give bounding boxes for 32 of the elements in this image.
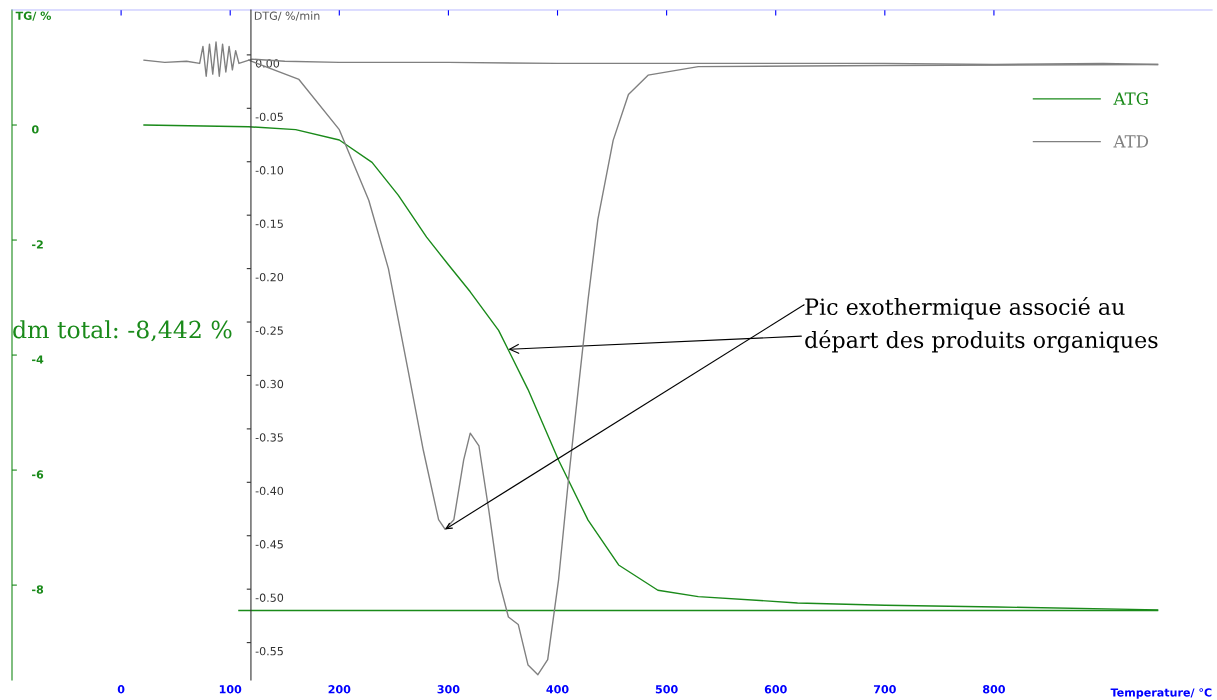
annotation: dm total: -8,442 % (13, 320, 232, 342)
y2-axis-title: DTG/ %/min (254, 11, 320, 21)
x-tick-label: 800 (983, 685, 1005, 694)
x-tick-label: 200 (328, 685, 351, 694)
y2-tick-label: -0.50 (255, 593, 284, 602)
legend-label: ATD (1113, 135, 1149, 148)
x-tick-label: 100 (219, 685, 242, 694)
x-tick-label: 300 (437, 685, 460, 694)
annotation: Pic exothermique associé au départ des produits organiques (805, 297, 1158, 353)
y2-tick-label: -0.10 (255, 166, 284, 175)
y-axis-title: TG/ % (15, 11, 52, 21)
y2-tick-label: -0.30 (255, 379, 284, 389)
x-tick-label: 700 (873, 685, 896, 694)
x-axis-title: Temperature/ °C (1110, 688, 1212, 699)
y2-tick-label: -0.45 (255, 540, 283, 549)
x-tick-label: 400 (546, 685, 569, 694)
y2-tick-label: -0.35 (255, 433, 283, 442)
y2-tick-label: -0.15 (255, 219, 283, 228)
x-tick-label: 600 (764, 685, 787, 694)
x-tick-label: 0 (117, 685, 125, 694)
y-tick-label: -6 (32, 470, 44, 479)
legend-label: ATG (1113, 92, 1148, 105)
y2-tick-label: -0.40 (255, 486, 284, 496)
y2-tick-label: -0.55 (255, 646, 283, 656)
y2-tick-label: -0.05 (255, 112, 283, 122)
y2-tick-label: -0.20 (255, 272, 284, 282)
y-tick-label: -4 (32, 355, 44, 364)
y-tick-label: -8 (32, 585, 44, 594)
x-tick-label: 500 (655, 685, 678, 694)
y-tick-label: -2 (32, 240, 43, 249)
y-tick-label: 0 (31, 125, 39, 134)
y2-tick-label: -0.25 (255, 326, 283, 335)
